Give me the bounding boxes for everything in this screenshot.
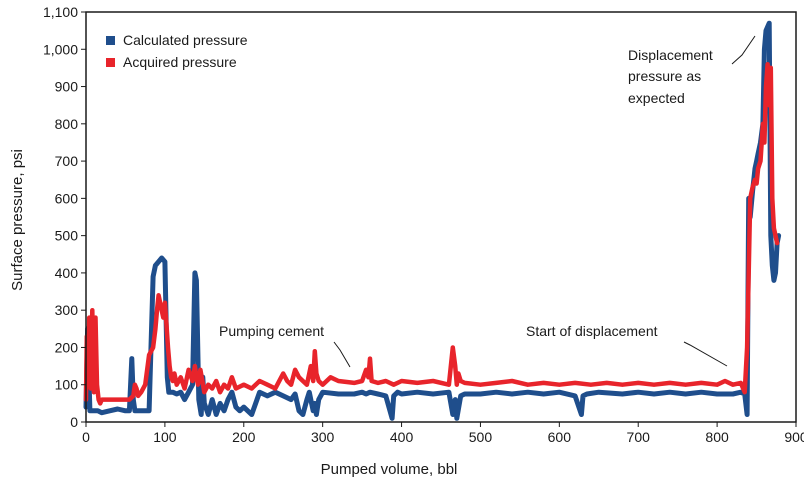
y-tick-label: 200 bbox=[55, 339, 79, 355]
annotation-start-displacement: Start of displacement bbox=[526, 323, 728, 367]
x-tick-label: 200 bbox=[232, 429, 256, 445]
y-tick-label: 800 bbox=[55, 116, 79, 132]
annotation-displacement-line-2: pressure as bbox=[628, 68, 701, 84]
x-tick-label: 700 bbox=[627, 429, 651, 445]
annotation-start-displacement-pointer bbox=[683, 341, 728, 367]
legend-swatch-acquired bbox=[106, 58, 115, 67]
series-line-calculated-pressure bbox=[83, 20, 782, 421]
legend-label-calculated: Calculated pressure bbox=[123, 32, 248, 48]
y-tick-label: 600 bbox=[55, 190, 79, 206]
x-tick-label: 900 bbox=[784, 429, 804, 445]
y-tick-label: 1,100 bbox=[43, 4, 78, 20]
y-tick-label: 400 bbox=[55, 265, 79, 281]
y-tick-label: 700 bbox=[55, 153, 79, 169]
x-tick-label: 500 bbox=[469, 429, 493, 445]
y-tick-label: 0 bbox=[70, 414, 78, 430]
legend-label-acquired: Acquired pressure bbox=[123, 54, 237, 70]
x-tick-label: 800 bbox=[705, 429, 729, 445]
x-tick-label: 100 bbox=[153, 429, 177, 445]
legend-swatch-calculated bbox=[106, 36, 115, 45]
x-axis-title: Pumped volume, bbl bbox=[321, 461, 458, 478]
annotation-displacement-pointer bbox=[731, 35, 756, 65]
y-tick-label: 900 bbox=[55, 79, 79, 95]
annotation-pumping-cement-pointer bbox=[333, 341, 351, 368]
y-tick-label: 100 bbox=[55, 377, 79, 393]
x-axis-ticks: 0 100 200 300 400 500 600 700 800 900 bbox=[82, 422, 804, 445]
y-axis-title: Surface pressure, psi bbox=[9, 149, 26, 291]
y-tick-label: 500 bbox=[55, 228, 79, 244]
plot-lines bbox=[83, 20, 782, 421]
legend: Calculated pressure Acquired pressure bbox=[106, 32, 248, 70]
annotation-pumping-cement-text: Pumping cement bbox=[219, 323, 324, 339]
x-tick-label: 600 bbox=[548, 429, 572, 445]
x-tick-label: 300 bbox=[311, 429, 335, 445]
y-tick-label: 300 bbox=[55, 302, 79, 318]
annotation-start-displacement-text: Start of displacement bbox=[526, 323, 658, 339]
plot-frame bbox=[85, 11, 797, 423]
x-tick-label: 400 bbox=[390, 429, 414, 445]
x-tick-label: 0 bbox=[82, 429, 90, 445]
annotation-displacement-line-3: expected bbox=[628, 90, 685, 106]
annotation-pumping-cement: Pumping cement bbox=[219, 323, 351, 368]
y-axis-ticks: 0 100 200 300 400 500 600 700 800 900 1,000 1,100 bbox=[43, 4, 86, 430]
annotation-displacement-line-1: Displacement bbox=[628, 47, 713, 63]
y-tick-label: 1,000 bbox=[43, 41, 78, 57]
annotation-displacement-pressure: Displacement pressure as expected bbox=[628, 35, 756, 106]
series-line-acquired-pressure bbox=[83, 61, 780, 406]
